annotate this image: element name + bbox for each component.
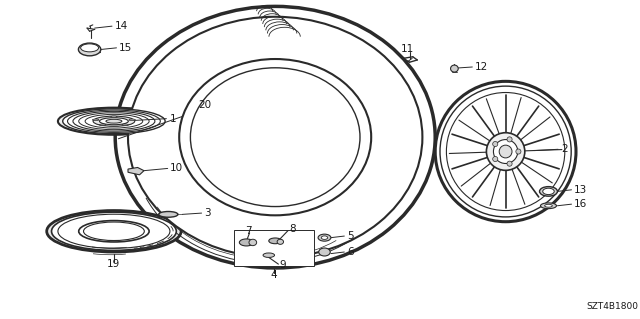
- Ellipse shape: [67, 110, 160, 132]
- Ellipse shape: [318, 234, 331, 241]
- Ellipse shape: [499, 145, 512, 158]
- Ellipse shape: [239, 239, 253, 246]
- Ellipse shape: [128, 17, 422, 258]
- Text: 6: 6: [347, 247, 353, 257]
- Ellipse shape: [159, 211, 178, 217]
- Ellipse shape: [543, 188, 554, 195]
- Ellipse shape: [545, 204, 552, 207]
- Text: 3: 3: [204, 208, 211, 218]
- Text: 1: 1: [170, 114, 176, 124]
- Ellipse shape: [99, 118, 128, 125]
- Ellipse shape: [63, 109, 165, 134]
- Text: 4: 4: [271, 270, 277, 280]
- Bar: [234, 230, 314, 266]
- Ellipse shape: [79, 43, 101, 56]
- Ellipse shape: [249, 239, 257, 246]
- Text: 8: 8: [289, 224, 296, 234]
- Ellipse shape: [516, 149, 521, 154]
- Text: 9: 9: [280, 260, 286, 270]
- Ellipse shape: [81, 44, 99, 52]
- Ellipse shape: [447, 93, 565, 211]
- Ellipse shape: [115, 6, 435, 268]
- Text: SZT4B1800: SZT4B1800: [586, 302, 638, 311]
- Polygon shape: [128, 167, 144, 175]
- Ellipse shape: [51, 212, 177, 250]
- Ellipse shape: [93, 116, 135, 126]
- Ellipse shape: [277, 239, 284, 244]
- Ellipse shape: [92, 119, 99, 121]
- Ellipse shape: [319, 248, 330, 256]
- Ellipse shape: [493, 141, 498, 146]
- Ellipse shape: [486, 133, 525, 170]
- Ellipse shape: [507, 161, 512, 166]
- Ellipse shape: [47, 211, 181, 252]
- Text: 10: 10: [170, 163, 184, 174]
- Text: 7: 7: [245, 226, 252, 236]
- Ellipse shape: [79, 221, 149, 242]
- Ellipse shape: [540, 203, 557, 209]
- Ellipse shape: [269, 238, 282, 244]
- Text: 20: 20: [198, 100, 212, 110]
- Ellipse shape: [58, 214, 170, 248]
- Ellipse shape: [493, 157, 498, 162]
- Ellipse shape: [451, 65, 458, 72]
- Ellipse shape: [435, 81, 576, 222]
- Ellipse shape: [493, 140, 518, 164]
- Ellipse shape: [111, 116, 117, 118]
- Text: 15: 15: [119, 43, 132, 53]
- Ellipse shape: [540, 187, 557, 196]
- Text: 5: 5: [347, 231, 353, 241]
- Text: 2: 2: [561, 144, 568, 154]
- Text: 19: 19: [108, 259, 120, 269]
- Ellipse shape: [191, 68, 360, 207]
- Ellipse shape: [85, 114, 143, 128]
- Text: 14: 14: [115, 21, 128, 31]
- Ellipse shape: [79, 113, 149, 130]
- Ellipse shape: [507, 137, 512, 142]
- Ellipse shape: [440, 86, 572, 217]
- Ellipse shape: [73, 111, 155, 131]
- Ellipse shape: [321, 236, 328, 239]
- Ellipse shape: [129, 119, 136, 121]
- Ellipse shape: [83, 222, 145, 241]
- Ellipse shape: [106, 119, 122, 123]
- Text: 16: 16: [574, 199, 588, 209]
- Text: 12: 12: [475, 62, 488, 72]
- Text: 11: 11: [401, 44, 413, 55]
- Ellipse shape: [263, 253, 275, 257]
- Ellipse shape: [99, 124, 106, 126]
- Ellipse shape: [179, 59, 371, 215]
- Ellipse shape: [58, 108, 170, 135]
- Text: 13: 13: [574, 185, 588, 195]
- Ellipse shape: [122, 124, 129, 126]
